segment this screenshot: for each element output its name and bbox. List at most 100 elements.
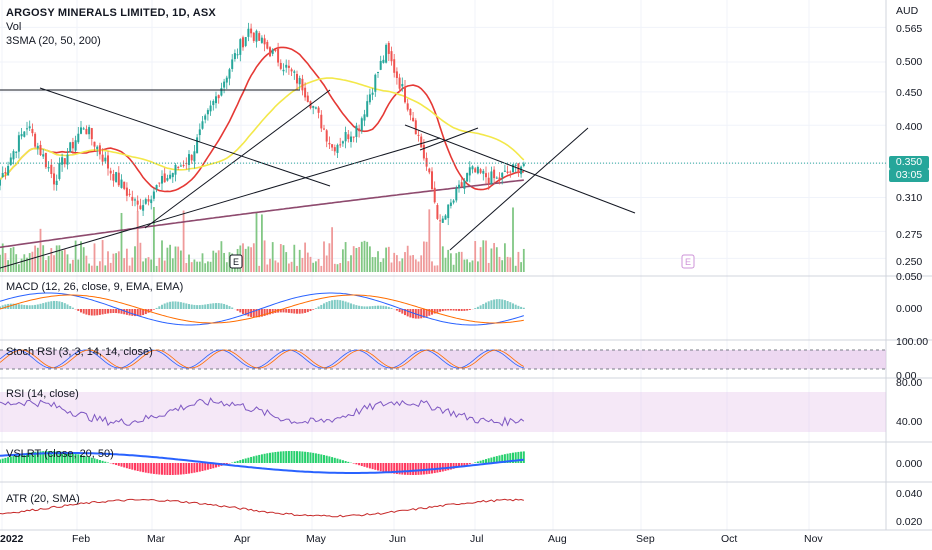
vslrt-bar (171, 463, 174, 475)
volume-bar (298, 249, 301, 272)
candle-body (293, 71, 296, 73)
macd-signal-line (0, 294, 524, 324)
volume-bar (225, 262, 228, 272)
vslrt-bar (312, 452, 315, 463)
volume-bar (45, 260, 47, 272)
candle-body (7, 165, 10, 176)
vslrt-bar (193, 463, 196, 473)
candle-body (352, 136, 355, 138)
macd-hist-bar (9, 303, 12, 309)
volume-bar (398, 261, 401, 272)
macd-hist-bar (71, 307, 74, 309)
vslrt-bar (341, 460, 344, 463)
macd-hist-bar (109, 309, 112, 314)
candle-body (77, 133, 80, 143)
macd-hist-bar (42, 303, 45, 309)
volume-bar (331, 227, 333, 272)
vslrt-bar (163, 463, 166, 475)
macd-hist-bar (512, 303, 514, 309)
volume-bar (512, 207, 514, 272)
vslrt-bar (252, 456, 255, 463)
volume-bar (347, 261, 350, 272)
macd-hist-bar (444, 309, 447, 311)
candle-body (371, 92, 374, 95)
macd-hist-bar (379, 305, 382, 309)
vslrt-bar (80, 454, 82, 463)
vslrt-bar (7, 457, 10, 463)
macd-hist-bar (463, 309, 466, 311)
volume-bar (396, 255, 398, 272)
vslrt-bar (358, 463, 361, 466)
atr-line (0, 498, 524, 518)
candle-body (134, 199, 136, 201)
vslrt-bar (115, 463, 118, 466)
vslrt-bar (0, 459, 1, 463)
vslrt-bar (371, 463, 374, 470)
volume-bar (458, 251, 460, 272)
macd-hist-bar (493, 299, 496, 309)
macd-hist-bar (23, 304, 26, 309)
macd-hist-bar (309, 309, 312, 312)
macd-hist-bar (293, 309, 296, 314)
macd-hist-bar (371, 306, 374, 309)
macd-hist-bar (77, 309, 80, 311)
candle-body (260, 37, 263, 43)
candle-body (171, 173, 174, 178)
vslrt-bar (182, 463, 185, 475)
macd-hist-bar (417, 309, 420, 319)
volume-bar (269, 258, 271, 272)
volume-bar (28, 253, 31, 272)
macd-hist-bar (88, 309, 91, 316)
volume-bar (279, 244, 282, 272)
macd-hist-bar (520, 306, 523, 309)
candle-body (514, 164, 517, 166)
candle-body (239, 39, 242, 55)
vslrt-bar (331, 457, 334, 463)
candle-body (482, 170, 485, 174)
vslrt-bar (282, 451, 285, 463)
candle-body (336, 144, 339, 153)
vslrt-bar (260, 454, 263, 463)
candle-body (493, 169, 496, 179)
macd-hist-bar (350, 303, 352, 309)
candle-body (236, 54, 239, 56)
macd-hist-bar (123, 309, 126, 315)
candle-body (212, 101, 215, 106)
volume-bar (441, 246, 444, 272)
macd-hist-bar (344, 301, 347, 309)
volume-bar (153, 207, 155, 272)
macd-hist-bar (422, 309, 425, 318)
candle-body (474, 168, 477, 173)
vslrt-bar (333, 457, 336, 463)
atr-label: ATR (20, SMA) (6, 493, 80, 505)
volume-bar (315, 261, 317, 272)
macd-hist-bar (395, 309, 398, 311)
volume-bar (90, 265, 93, 272)
candle-body (420, 136, 423, 148)
vslrt-bar (215, 463, 217, 468)
vslrt-bar (441, 463, 444, 472)
volume-bar (61, 250, 63, 272)
candle-body (85, 128, 88, 135)
vslrt-bar (23, 453, 26, 463)
macd-hist-bar (339, 300, 342, 309)
candle-body (255, 30, 258, 42)
candle-body (201, 121, 204, 129)
candle-body (263, 38, 266, 45)
macd-hist-bar (139, 309, 142, 316)
vslrt-bar (15, 455, 18, 463)
candle-body (447, 204, 450, 219)
vslrt-bar (209, 463, 212, 469)
macd-hist-bar (150, 309, 153, 312)
sma50-line (0, 77, 525, 181)
candle-body (409, 108, 412, 116)
macd-hist-bar (455, 309, 458, 311)
candle-body (144, 199, 147, 204)
volume-bar (85, 255, 88, 272)
volume-bar (290, 261, 293, 272)
candle-body (15, 151, 18, 153)
currency-label: AUD (896, 5, 919, 17)
vslrt-bar (328, 456, 331, 463)
vslrt-bar (53, 451, 55, 463)
